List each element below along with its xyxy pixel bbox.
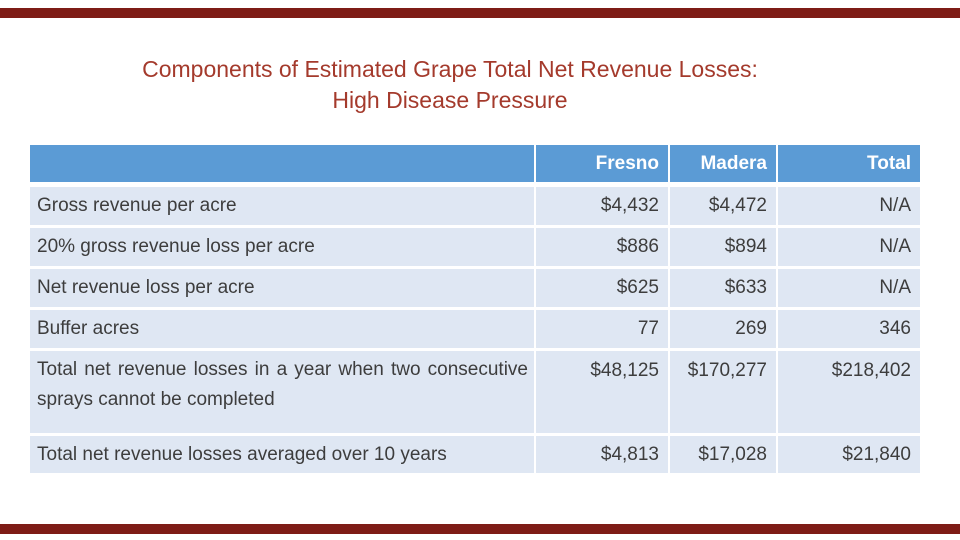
table-row: Net revenue loss per acre $625 $633 N/A: [30, 269, 920, 307]
col-header-madera: Madera: [670, 145, 776, 182]
cell-madera: $894: [670, 228, 776, 266]
cell-fresno: $886: [536, 228, 668, 266]
row-label: Total net revenue losses in a year when …: [30, 351, 534, 433]
cell-madera: $4,472: [670, 187, 776, 225]
bottom-border-bar: [0, 524, 960, 534]
cell-fresno: $4,432: [536, 187, 668, 225]
cell-total: N/A: [778, 269, 920, 307]
title-line-2: High Disease Pressure: [332, 87, 568, 113]
cell-total: N/A: [778, 228, 920, 266]
table-header-row: Fresno Madera Total: [30, 145, 920, 182]
row-label: Total net revenue losses averaged over 1…: [30, 436, 534, 473]
cell-madera: $17,028: [670, 436, 776, 473]
cell-madera: $170,277: [670, 351, 776, 433]
cell-total: $218,402: [778, 351, 920, 433]
col-header-fresno: Fresno: [536, 145, 668, 182]
cell-fresno: $625: [536, 269, 668, 307]
corner-cell: [30, 145, 534, 182]
row-label: Net revenue loss per acre: [30, 269, 534, 307]
cell-total: $21,840: [778, 436, 920, 473]
row-label: Gross revenue per acre: [30, 187, 534, 225]
row-label: 20% gross revenue loss per acre: [30, 228, 534, 266]
table-row: Buffer acres 77 269 346: [30, 310, 920, 348]
col-header-total: Total: [778, 145, 920, 182]
cell-fresno: $4,813: [536, 436, 668, 473]
top-border-bar: [0, 8, 960, 18]
table-row: Total net revenue losses in a year when …: [30, 351, 920, 433]
cell-total: 346: [778, 310, 920, 348]
cell-fresno: 77: [536, 310, 668, 348]
revenue-loss-table: Fresno Madera Total Gross revenue per ac…: [30, 145, 920, 473]
cell-fresno: $48,125: [536, 351, 668, 433]
table-row: Gross revenue per acre $4,432 $4,472 N/A: [30, 187, 920, 225]
table-row: Total net revenue losses averaged over 1…: [30, 436, 920, 473]
table-row: 20% gross revenue loss per acre $886 $89…: [30, 228, 920, 266]
cell-madera: 269: [670, 310, 776, 348]
page-title: Components of Estimated Grape Total Net …: [0, 54, 900, 116]
cell-madera: $633: [670, 269, 776, 307]
title-line-1: Components of Estimated Grape Total Net …: [142, 56, 758, 82]
row-label: Buffer acres: [30, 310, 534, 348]
cell-total: N/A: [778, 187, 920, 225]
